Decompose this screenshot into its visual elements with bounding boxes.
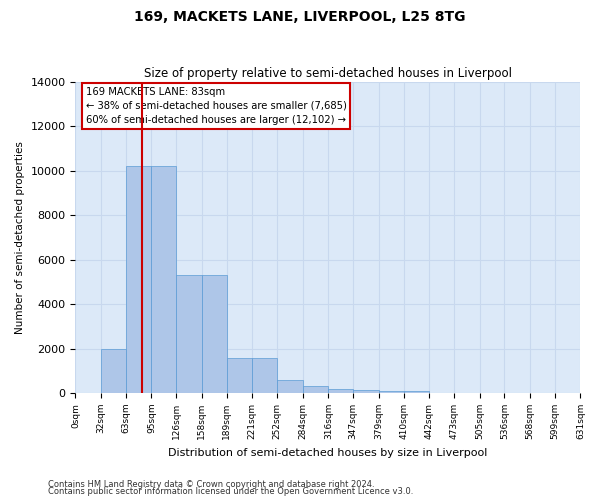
X-axis label: Distribution of semi-detached houses by size in Liverpool: Distribution of semi-detached houses by … (168, 448, 488, 458)
Text: Contains public sector information licensed under the Open Government Licence v3: Contains public sector information licen… (48, 487, 413, 496)
Bar (303, 386, 328, 393)
Bar (202, 276, 227, 393)
Bar (353, 390, 379, 393)
Bar (126, 166, 151, 393)
Title: Size of property relative to semi-detached houses in Liverpool: Size of property relative to semi-detach… (144, 66, 512, 80)
Text: 169 MACKETS LANE: 83sqm
← 38% of semi-detached houses are smaller (7,685)
60% of: 169 MACKETS LANE: 83sqm ← 38% of semi-de… (86, 86, 346, 124)
Text: 169, MACKETS LANE, LIVERPOOL, L25 8TG: 169, MACKETS LANE, LIVERPOOL, L25 8TG (134, 10, 466, 24)
Bar (253, 358, 277, 393)
Bar (151, 166, 176, 393)
Bar (328, 388, 353, 393)
Bar (227, 358, 253, 393)
Y-axis label: Number of semi-detached properties: Number of semi-detached properties (15, 141, 25, 334)
Bar (176, 276, 202, 393)
Bar (277, 380, 303, 393)
Bar (379, 391, 404, 393)
Bar (404, 391, 429, 393)
Text: Contains HM Land Registry data © Crown copyright and database right 2024.: Contains HM Land Registry data © Crown c… (48, 480, 374, 489)
Bar (101, 348, 126, 393)
